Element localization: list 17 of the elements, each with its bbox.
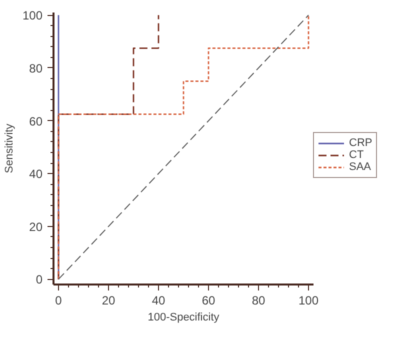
y-tick-label: 80 [29, 61, 43, 76]
y-tick-label: 20 [29, 220, 43, 234]
legend-label: SAA [349, 161, 372, 173]
x-tick-label: 80 [252, 294, 266, 308]
x-tick-label: 60 [202, 294, 216, 308]
legend-label: CRP [349, 137, 372, 149]
x-tick-label: 0 [55, 294, 62, 308]
y-tick-label: 40 [29, 167, 43, 182]
legend-label: CT [349, 149, 365, 161]
y-tick-label: 0 [36, 272, 43, 287]
x-axis-title: 100-Specificity [148, 312, 220, 324]
x-tick-label: 20 [102, 294, 116, 308]
y-tick-label: 60 [29, 114, 43, 128]
y-axis-title: Sensitivity [3, 123, 16, 174]
y-tick-label: 100 [22, 8, 43, 23]
x-tick-label: 40 [152, 294, 166, 308]
x-tick-label: 100 [298, 294, 319, 308]
